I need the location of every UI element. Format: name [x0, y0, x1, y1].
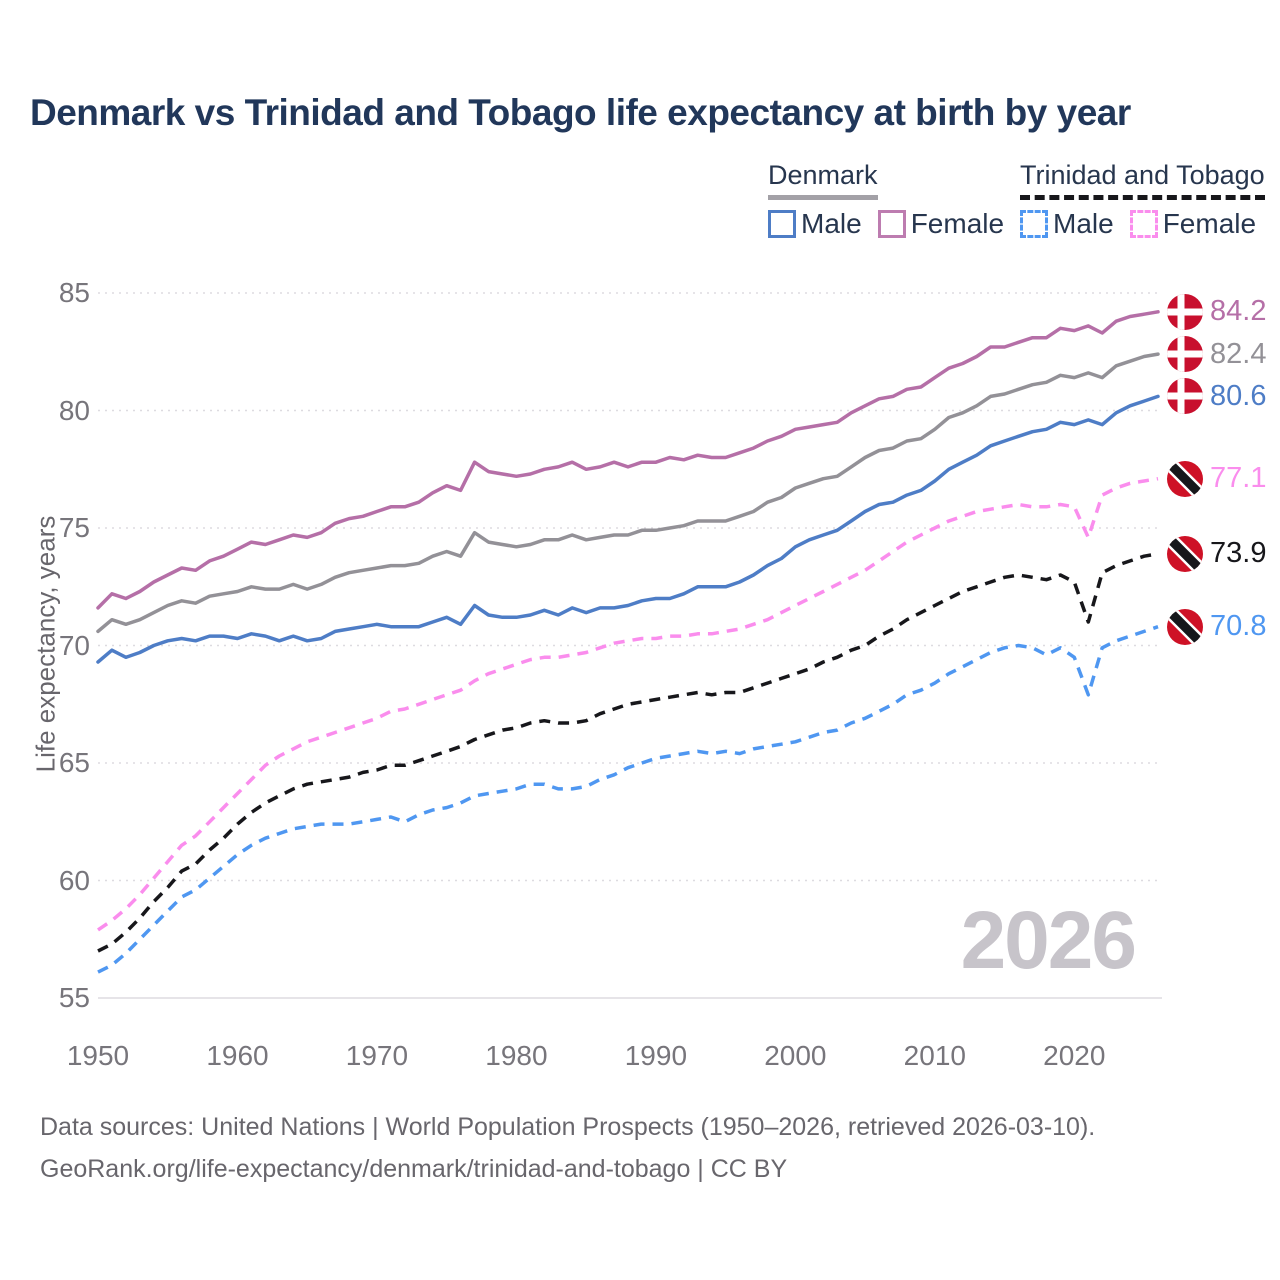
- legend-label-tt-male: Male: [1053, 208, 1114, 239]
- x-tick-label-2010: 2010: [903, 1040, 966, 1071]
- y-tick-label-60: 60: [58, 864, 90, 896]
- y-tick-label-70: 70: [58, 629, 90, 661]
- end-value: 73.9: [1210, 537, 1267, 570]
- x-tick-label-1970: 1970: [345, 1040, 409, 1071]
- denmark-female-swatch-icon: [877, 210, 906, 238]
- end-label-denmark-female: 84.2: [1166, 293, 1266, 331]
- tt-female-swatch-icon: [1129, 210, 1158, 238]
- x-tick-label-1990: 1990: [624, 1040, 688, 1071]
- legend-item-denmark-female: Female: [877, 208, 1005, 240]
- series-line-trinidad-and-tobago-female: [97, 476, 1159, 932]
- x-tick-label-1960: 1960: [206, 1040, 269, 1071]
- end-label-trinidad-and-tobago-male: 70.8: [1166, 608, 1266, 646]
- denmark-flag-icon: [1167, 293, 1203, 330]
- end-label-trinidad-and-tobago-female: 77.1: [1166, 460, 1266, 498]
- y-tick-label-80: 80: [58, 394, 90, 426]
- end-value: 84.2: [1210, 295, 1267, 328]
- denmark-flag-icon: [1167, 378, 1203, 415]
- end-label-denmark-total: 82.4: [1166, 335, 1266, 373]
- legend-item-tt-male: Male: [1020, 208, 1114, 240]
- end-value: 70.8: [1210, 610, 1267, 643]
- end-label-denmark-male: 80.6: [1166, 377, 1266, 415]
- trinidad-and-tobago-flag-icon: [1167, 608, 1203, 645]
- footer: Data sources: United Nations | World Pop…: [40, 1106, 1095, 1190]
- legend-label-tt-female: Female: [1162, 208, 1257, 239]
- legend-item-tt-female: Female: [1129, 208, 1257, 240]
- denmark-male-swatch-icon: [768, 210, 796, 238]
- y-axis-title: Life expectancy, years: [30, 515, 61, 773]
- watermark-year: 2026: [960, 895, 1137, 986]
- end-value: 80.6: [1210, 379, 1267, 412]
- legend-group-trinidad-and-tobago: Trinidad and Tobago Male Female: [1020, 160, 1265, 240]
- denmark-flag-icon: [1167, 336, 1203, 373]
- legend-group-title-denmark: Denmark: [768, 160, 878, 200]
- x-tick-label-1980: 1980: [485, 1040, 548, 1071]
- legend-items-trinidad-and-tobago: Male Female: [1020, 208, 1265, 240]
- series-line-trinidad-and-tobago-total: [97, 552, 1159, 953]
- legend-label-denmark-male: Male: [801, 208, 862, 239]
- y-tick-label-85: 85: [58, 277, 90, 308]
- series-line-denmark-male: [96, 394, 1160, 664]
- series-line-denmark-female: [96, 310, 1160, 610]
- end-value: 77.1: [1210, 462, 1267, 495]
- footer-data-sources: Data sources: United Nations | World Pop…: [40, 1113, 1096, 1141]
- y-tick-label-75: 75: [58, 512, 90, 543]
- trinidad-and-tobago-flag-icon: [1167, 460, 1203, 497]
- x-tick-label-2020: 2020: [1043, 1040, 1106, 1071]
- end-label-trinidad-and-tobago-total: 73.9: [1166, 535, 1266, 573]
- legend-items-denmark: Male Female: [768, 208, 1004, 240]
- series-line-denmark-total: [96, 352, 1160, 634]
- tt-male-swatch-icon: [1020, 210, 1048, 238]
- legend-label-denmark-female: Female: [910, 208, 1005, 239]
- end-value: 82.4: [1210, 337, 1267, 370]
- x-tick-label-1950: 1950: [66, 1040, 130, 1071]
- y-tick-label-65: 65: [58, 747, 90, 778]
- footer-attribution-link: GeoRank.org/life-expectancy/denmark/trin…: [40, 1155, 788, 1183]
- series-line-trinidad-and-tobago-male: [97, 625, 1159, 974]
- trinidad-and-tobago-flag-icon: [1167, 535, 1203, 572]
- x-tick-label-2000: 2000: [764, 1040, 827, 1071]
- y-tick-label-55: 55: [58, 982, 90, 1013]
- legend-group-denmark: Denmark Male Female: [768, 160, 1004, 240]
- legend-item-denmark-male: Male: [768, 208, 862, 240]
- legend-group-title-trinidad-and-tobago: Trinidad and Tobago: [1020, 160, 1265, 200]
- chart-title: Denmark vs Trinidad and Tobago life expe…: [30, 92, 1131, 133]
